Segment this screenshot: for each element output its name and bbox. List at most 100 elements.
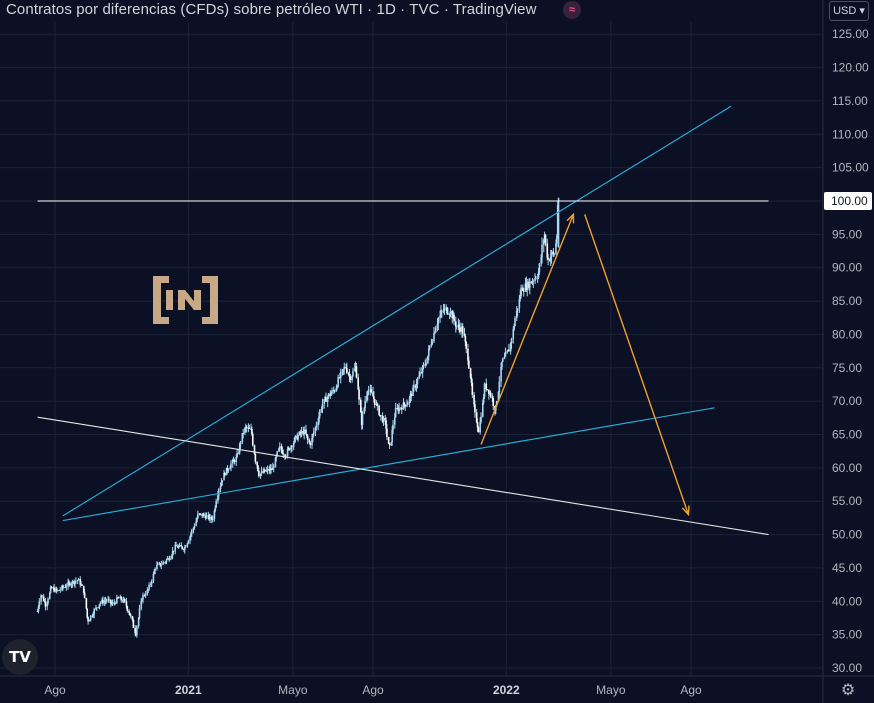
candle-body	[503, 356, 506, 359]
candle-body	[454, 321, 457, 327]
downtrend-line[interactable]	[37, 416, 769, 536]
candle-body	[265, 470, 268, 472]
candle-body	[208, 515, 211, 520]
projection-down-arrow[interactable]	[584, 214, 690, 515]
candle-body	[116, 597, 119, 599]
candle-body	[398, 407, 400, 412]
candle-body	[378, 405, 380, 415]
candle-body	[132, 620, 135, 628]
candle-body	[488, 389, 490, 395]
candle-body	[92, 614, 95, 617]
candle-body	[506, 351, 508, 353]
candle-body	[357, 377, 359, 390]
candle-body	[288, 448, 291, 450]
candle-body	[391, 430, 393, 443]
candle-body	[347, 372, 350, 375]
upper-channel-line[interactable]	[62, 105, 732, 517]
candle-body	[76, 580, 79, 582]
candle-body	[416, 378, 419, 384]
candle-body	[413, 385, 415, 388]
waves-icon[interactable]: ≈	[563, 1, 581, 19]
candle-body	[530, 281, 533, 284]
candle-body	[507, 349, 509, 352]
candle-body	[290, 446, 292, 450]
candle-body	[461, 326, 464, 334]
candle-body	[437, 318, 440, 324]
candle-body	[285, 455, 287, 457]
candle-body	[396, 407, 399, 409]
candle-body	[440, 311, 442, 316]
candle-body	[68, 582, 70, 584]
candle-body	[392, 424, 394, 431]
y-tick-label: 30.00	[832, 661, 862, 675]
gear-icon[interactable]: ⚙	[840, 682, 856, 699]
candle-body	[515, 310, 518, 319]
candle-body	[141, 599, 143, 602]
candle-body	[425, 363, 427, 365]
candle-body	[144, 594, 147, 596]
currency-selector[interactable]: USD ▾	[829, 1, 869, 21]
candle-body	[47, 598, 49, 604]
candle-body	[89, 615, 92, 620]
candle-body	[323, 399, 326, 404]
candle-body	[225, 467, 228, 476]
candle-body	[453, 314, 455, 322]
candle-body	[400, 407, 403, 410]
candle-body	[449, 311, 452, 314]
candle-body	[116, 597, 118, 604]
candle-body	[538, 263, 541, 273]
candle-body	[113, 602, 116, 604]
candle-body	[546, 243, 549, 258]
candle-body	[172, 550, 175, 552]
tradingview-logo[interactable]: TV	[2, 639, 38, 675]
candle-body	[160, 564, 163, 566]
candle-body	[272, 467, 275, 469]
candle-body	[457, 324, 460, 327]
candle-body	[201, 513, 204, 517]
candle-body	[430, 344, 433, 346]
candle-body	[459, 327, 461, 332]
candle-body	[44, 601, 47, 607]
candle-body	[303, 429, 305, 435]
candle-body	[422, 364, 425, 367]
candle-body	[52, 587, 55, 589]
candle-body	[69, 582, 71, 586]
candle-body	[387, 436, 390, 444]
x-tick-label: Ago	[44, 683, 66, 697]
candle-body	[97, 607, 100, 608]
candle-body	[366, 395, 368, 401]
candle-body	[197, 513, 199, 519]
candle-body	[325, 397, 327, 402]
candle-body	[380, 414, 382, 416]
candle-body	[168, 558, 170, 561]
candle-body	[403, 402, 406, 405]
candle-body	[207, 515, 210, 516]
candle-body	[93, 609, 96, 615]
candle-body	[436, 323, 439, 328]
candle-body	[343, 367, 346, 370]
candle-body	[251, 428, 253, 435]
candle-body	[239, 442, 242, 445]
candle-body	[352, 370, 354, 377]
candle-body	[278, 446, 281, 449]
candle-body	[534, 278, 536, 282]
candle-body	[67, 582, 69, 587]
candle-body	[327, 393, 330, 397]
x-tick-label: Ago	[362, 683, 384, 697]
candle-body	[247, 427, 250, 429]
candle-body	[467, 348, 469, 361]
candle-body	[59, 589, 62, 591]
candle-body	[287, 448, 290, 450]
lower-channel-line[interactable]	[62, 407, 715, 522]
candle-body	[114, 602, 116, 604]
candle-body	[552, 251, 555, 255]
candle-body	[360, 399, 362, 413]
candle-body	[470, 377, 473, 383]
x-tick-label: 2022	[493, 683, 520, 697]
candle-body	[308, 439, 311, 443]
candle-body	[529, 281, 531, 289]
candle-body	[46, 603, 48, 607]
projection-up-arrow[interactable]	[480, 214, 575, 445]
candle-body	[522, 291, 525, 292]
